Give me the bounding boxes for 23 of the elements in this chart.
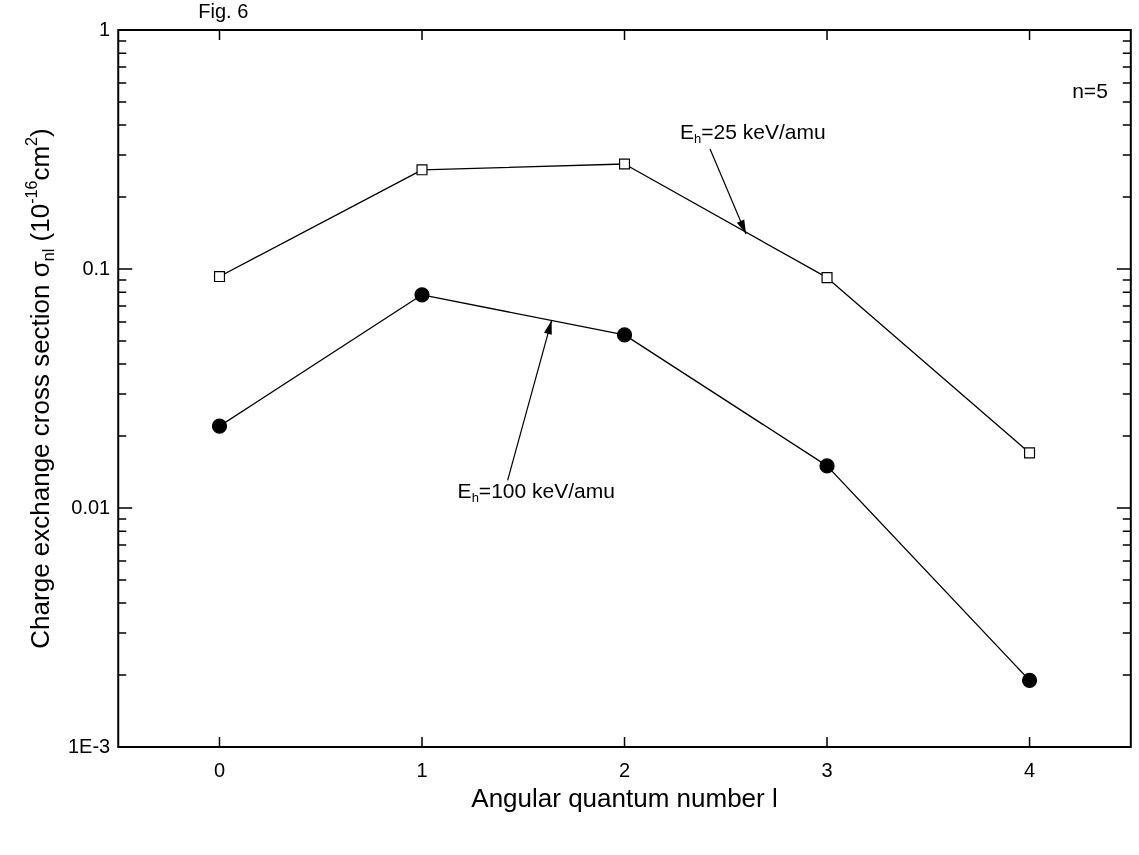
point (213, 270, 226, 283)
x-tick-label: 4 (1023, 758, 1036, 781)
point (211, 418, 228, 434)
x-axis-title: Angular quantum number l (471, 783, 778, 814)
x-tick-label: 3 (821, 758, 833, 781)
point (1021, 672, 1038, 688)
y-tick-label: 0.1 (82, 256, 111, 279)
y-tick-label: 0.01 (71, 495, 111, 518)
y-tick-label: 1 (99, 17, 111, 40)
point (416, 164, 428, 176)
x-tick-label: 1 (416, 758, 428, 781)
point (1023, 447, 1036, 459)
point (819, 458, 835, 474)
y-axis-title: Charge exchange cross section σnl (10-16cm2) (21, 128, 58, 649)
x-tick-label: 2 (618, 758, 631, 781)
point (414, 287, 430, 303)
x-tick-label: 0 (213, 758, 226, 781)
point (616, 327, 633, 343)
point (821, 272, 833, 284)
point (618, 158, 631, 170)
annotation: n=5 (1072, 78, 1108, 102)
chart-title: Fig. 6 (198, 0, 249, 22)
y-tick-label: 1E-3 (68, 734, 111, 757)
